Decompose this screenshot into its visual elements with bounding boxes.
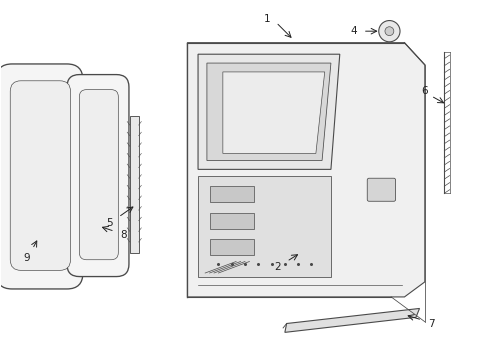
Polygon shape xyxy=(130,116,139,253)
FancyBboxPatch shape xyxy=(210,186,254,202)
Polygon shape xyxy=(285,309,419,332)
FancyBboxPatch shape xyxy=(79,90,118,260)
Polygon shape xyxy=(198,54,340,169)
Text: 9: 9 xyxy=(23,253,29,263)
Text: 5: 5 xyxy=(106,217,113,228)
Text: 8: 8 xyxy=(121,230,127,240)
Text: 6: 6 xyxy=(421,86,428,96)
Polygon shape xyxy=(207,63,331,161)
Text: 7: 7 xyxy=(428,319,434,329)
Text: 4: 4 xyxy=(351,26,357,36)
Polygon shape xyxy=(187,43,425,297)
Polygon shape xyxy=(198,176,331,278)
FancyBboxPatch shape xyxy=(210,213,254,229)
FancyBboxPatch shape xyxy=(367,178,395,201)
FancyBboxPatch shape xyxy=(0,64,83,289)
Text: 1: 1 xyxy=(264,14,270,24)
FancyBboxPatch shape xyxy=(210,239,254,255)
Circle shape xyxy=(385,27,394,36)
Text: 3: 3 xyxy=(239,120,245,130)
Polygon shape xyxy=(223,72,325,153)
FancyBboxPatch shape xyxy=(67,75,129,276)
FancyBboxPatch shape xyxy=(10,81,71,270)
Text: 2: 2 xyxy=(274,262,281,272)
Circle shape xyxy=(379,21,400,42)
